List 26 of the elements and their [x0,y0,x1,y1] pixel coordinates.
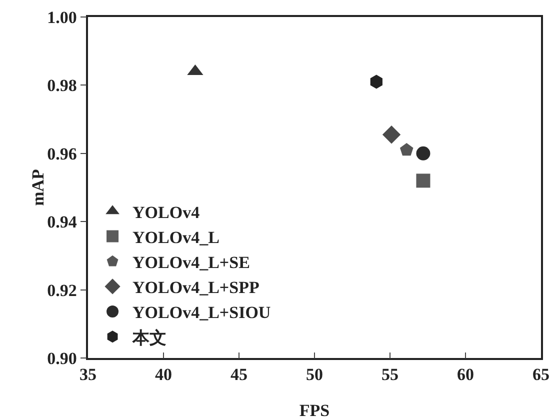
legend-label: YOLOv4_L [132,228,220,247]
y-tick-label: 0.92 [47,280,77,300]
y-tick-label: 0.94 [47,212,78,232]
x-tick-label: 65 [532,365,550,384]
point [400,142,414,156]
y-axis-title: mAP [28,169,48,206]
point [416,174,430,188]
legend-label: YOLOv4_L+SPP [132,278,260,298]
x-tick-label: 50 [306,365,323,384]
legend-label: 本文 [132,328,167,348]
y-tick-label: 0.98 [47,76,77,96]
point [382,126,401,144]
legend-label: YOLOv4 [132,202,200,222]
y-tick-label: 1.00 [47,8,77,27]
x-tick-label: 35 [80,365,96,384]
x-tick-label: 60 [457,365,474,384]
x-tick-label: 40 [155,365,172,384]
legend-label: YOLOv4_L+SE [132,252,250,272]
x-tick-label: 55 [382,365,398,384]
x-axis-title: FPS [299,401,330,420]
point [416,146,430,160]
point [370,74,382,89]
legend-label: YOLOv4_L+SIOU [132,303,271,322]
x-tick-label: 45 [230,365,248,384]
y-tick-label: 0.96 [47,144,77,164]
y-tick-label: 0.90 [47,348,77,368]
